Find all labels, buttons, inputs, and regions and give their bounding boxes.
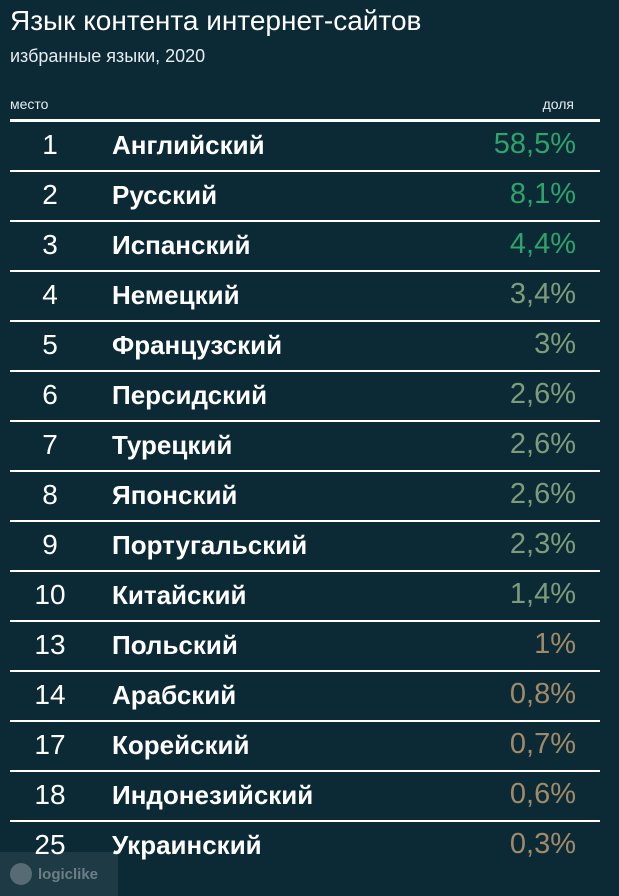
share-cell: 0,3% xyxy=(509,828,576,860)
table-row: 7 Турецкий 2,6% xyxy=(10,422,600,472)
language-cell: Испанский xyxy=(112,230,251,260)
rank-cell: 7 xyxy=(42,429,58,460)
table-row: 25 Украинский 0,3% xyxy=(10,822,600,870)
rank-cell: 13 xyxy=(34,629,66,660)
table-row: 8 Японский 2,6% xyxy=(10,472,600,522)
language-cell: Корейский xyxy=(112,730,250,760)
table-row: 14 Арабский 0,8% xyxy=(10,672,600,722)
share-cell: 8,1% xyxy=(509,178,576,210)
table-row: 10 Китайский 1,4% xyxy=(10,572,600,622)
rank-cell: 3 xyxy=(42,229,58,260)
share-cell: 4,4% xyxy=(509,228,576,260)
share-cell: 3,4% xyxy=(509,278,576,310)
table-row: 4 Немецкий 3,4% xyxy=(10,272,600,322)
share-cell: 3% xyxy=(534,328,576,360)
rank-cell: 10 xyxy=(34,579,66,610)
table-row: 13 Польский 1% xyxy=(10,622,600,672)
language-cell: Русский xyxy=(112,180,218,210)
table-row: 3 Испанский 4,4% xyxy=(10,222,600,272)
header-divider xyxy=(10,119,600,122)
language-table: 1 Английский 58,5% 2 Русский 8,1% 3 Испанский 4,… xyxy=(0,122,619,870)
table-row: 2 Русский 8,1% xyxy=(10,172,600,222)
language-cell: Французский xyxy=(112,330,283,360)
chart-title: Язык контента интернет-сайтов xyxy=(10,5,422,36)
rank-cell: 9 xyxy=(42,529,58,560)
table-row: 18 Индонезийский 0,6% xyxy=(10,772,600,822)
logo-icon xyxy=(10,863,32,885)
table-row: 17 Корейский 0,7% xyxy=(10,722,600,772)
share-cell: 0,6% xyxy=(509,778,576,810)
logo: logiclike xyxy=(0,852,118,896)
share-cell: 2,3% xyxy=(509,528,576,560)
language-cell: Арабский xyxy=(112,680,237,710)
table-row: 1 Английский 58,5% xyxy=(10,122,600,172)
rank-cell: 4 xyxy=(42,279,58,310)
rank-cell: 14 xyxy=(34,679,66,710)
rank-cell: 6 xyxy=(42,379,58,410)
rank-column-header: место xyxy=(10,96,49,112)
logo-text: logiclike xyxy=(38,865,99,883)
language-cell: Польский xyxy=(112,630,238,660)
rank-cell: 17 xyxy=(34,729,66,760)
share-cell: 1% xyxy=(534,628,576,660)
table-row: 5 Французский 3% xyxy=(10,322,600,372)
language-cell: Индонезийский xyxy=(112,780,314,810)
language-cell: Английский xyxy=(112,130,265,160)
share-cell: 2,6% xyxy=(509,428,576,460)
language-cell: Персидский xyxy=(112,380,268,410)
share-cell: 0,7% xyxy=(509,728,576,760)
share-cell: 0,8% xyxy=(509,678,576,710)
rank-cell: 25 xyxy=(34,829,66,860)
language-cell: Турецкий xyxy=(112,430,233,460)
share-cell: 2,6% xyxy=(509,378,576,410)
share-cell: 2,6% xyxy=(509,478,576,510)
share-cell: 1,4% xyxy=(509,578,576,610)
language-cell: Японский xyxy=(112,480,238,510)
share-cell: 58,5% xyxy=(493,128,576,160)
table-row: 6 Персидский 2,6% xyxy=(10,372,600,422)
language-cell: Португальский xyxy=(112,530,308,560)
language-cell: Украинский xyxy=(112,830,262,860)
language-cell: Немецкий xyxy=(112,280,240,310)
language-cell: Китайский xyxy=(112,580,247,610)
table-row: 9 Португальский 2,3% xyxy=(10,522,600,572)
rank-cell: 1 xyxy=(42,129,58,160)
rank-cell: 2 xyxy=(42,179,58,210)
share-column-header: доля xyxy=(542,96,574,112)
chart-subtitle: избранные языки, 2020 xyxy=(10,46,206,66)
rank-cell: 18 xyxy=(34,779,66,810)
rank-cell: 5 xyxy=(42,329,58,360)
rank-cell: 8 xyxy=(42,479,58,510)
